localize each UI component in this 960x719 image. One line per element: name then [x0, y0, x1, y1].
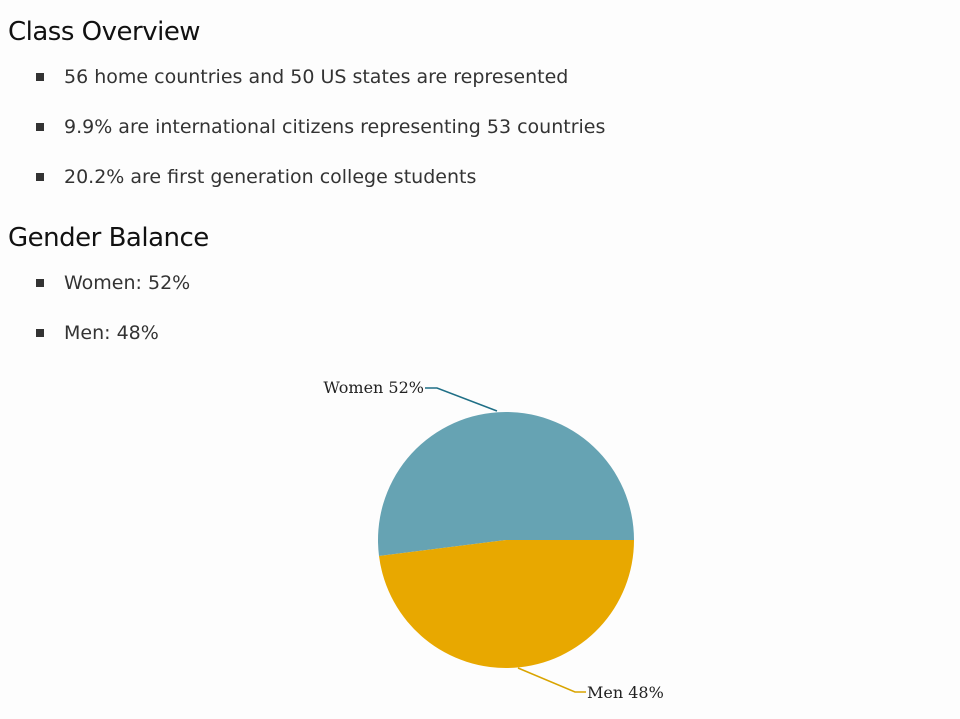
list-item: 9.9% are international citizens represen… [36, 116, 605, 138]
data-label-men: Men 48% [587, 683, 664, 702]
list-item-text: Women: 52% [64, 272, 191, 294]
list-item-text: 56 home countries and 50 US states are r… [64, 66, 569, 88]
list-item: 20.2% are first generation college stude… [36, 166, 476, 188]
bullet-icon [36, 279, 44, 287]
bullet-icon [36, 73, 44, 81]
pie-slice-men [379, 540, 634, 669]
leader-line-men [517, 667, 586, 693]
leader-line-women [425, 387, 498, 412]
pie-slice-women [378, 412, 634, 557]
list-item: Men: 48% [36, 322, 159, 344]
bullet-icon [36, 123, 44, 131]
list-item-text: 9.9% are international citizens represen… [64, 116, 606, 138]
list-item-text: 20.2% are first generation college stude… [64, 166, 477, 188]
list-item: Women: 52% [36, 272, 190, 294]
data-label-women: Women 52% [323, 378, 424, 397]
section-title-class-overview: Class Overview [8, 17, 201, 47]
bullet-icon [36, 173, 44, 181]
list-item-text: Men: 48% [64, 322, 159, 344]
bullet-icon [36, 329, 44, 337]
list-item: 56 home countries and 50 US states are r… [36, 66, 568, 88]
section-title-gender-balance: Gender Balance [8, 223, 209, 253]
